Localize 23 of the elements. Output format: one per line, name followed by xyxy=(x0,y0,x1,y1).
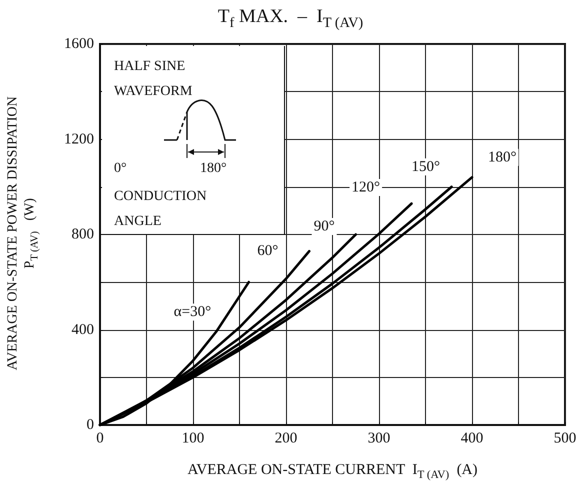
series-label: 60° xyxy=(257,243,278,260)
x-tick-label: 400 xyxy=(460,430,484,446)
y-tick-label: 0 xyxy=(86,417,94,433)
y-tick-label: 1600 xyxy=(64,36,94,52)
series-label: 120° xyxy=(352,180,380,196)
annotation: CONDUCTION ANGLE xyxy=(114,188,207,231)
x-axis-title: AVERAGE ON-STATE CURRENT I$_{T (AV)}$ (A) xyxy=(186,462,479,481)
x-tick-label: 200 xyxy=(274,430,298,446)
y-tick-label: 800 xyxy=(72,226,94,242)
chart-title: T$_{f}$ MAX. – I$_{T (AV)}$ xyxy=(216,6,364,32)
x-tick-label: 500 xyxy=(554,430,576,446)
annotation: 0° xyxy=(114,160,127,178)
series-label: 90° xyxy=(314,218,335,234)
x-tick-label: 0 xyxy=(96,430,104,446)
annotation: 180° xyxy=(200,160,227,178)
series-label: 150° xyxy=(412,158,440,175)
y-tick-label: 1200 xyxy=(64,131,94,148)
annotation: HALF SINE WAVEFORM xyxy=(114,58,192,101)
series-label: 180° xyxy=(488,149,516,166)
x-tick-label: 100 xyxy=(182,430,204,446)
series-label: α=30° xyxy=(174,304,212,320)
y-tick-label: 400 xyxy=(72,322,94,338)
x-tick-label: 300 xyxy=(368,430,390,446)
